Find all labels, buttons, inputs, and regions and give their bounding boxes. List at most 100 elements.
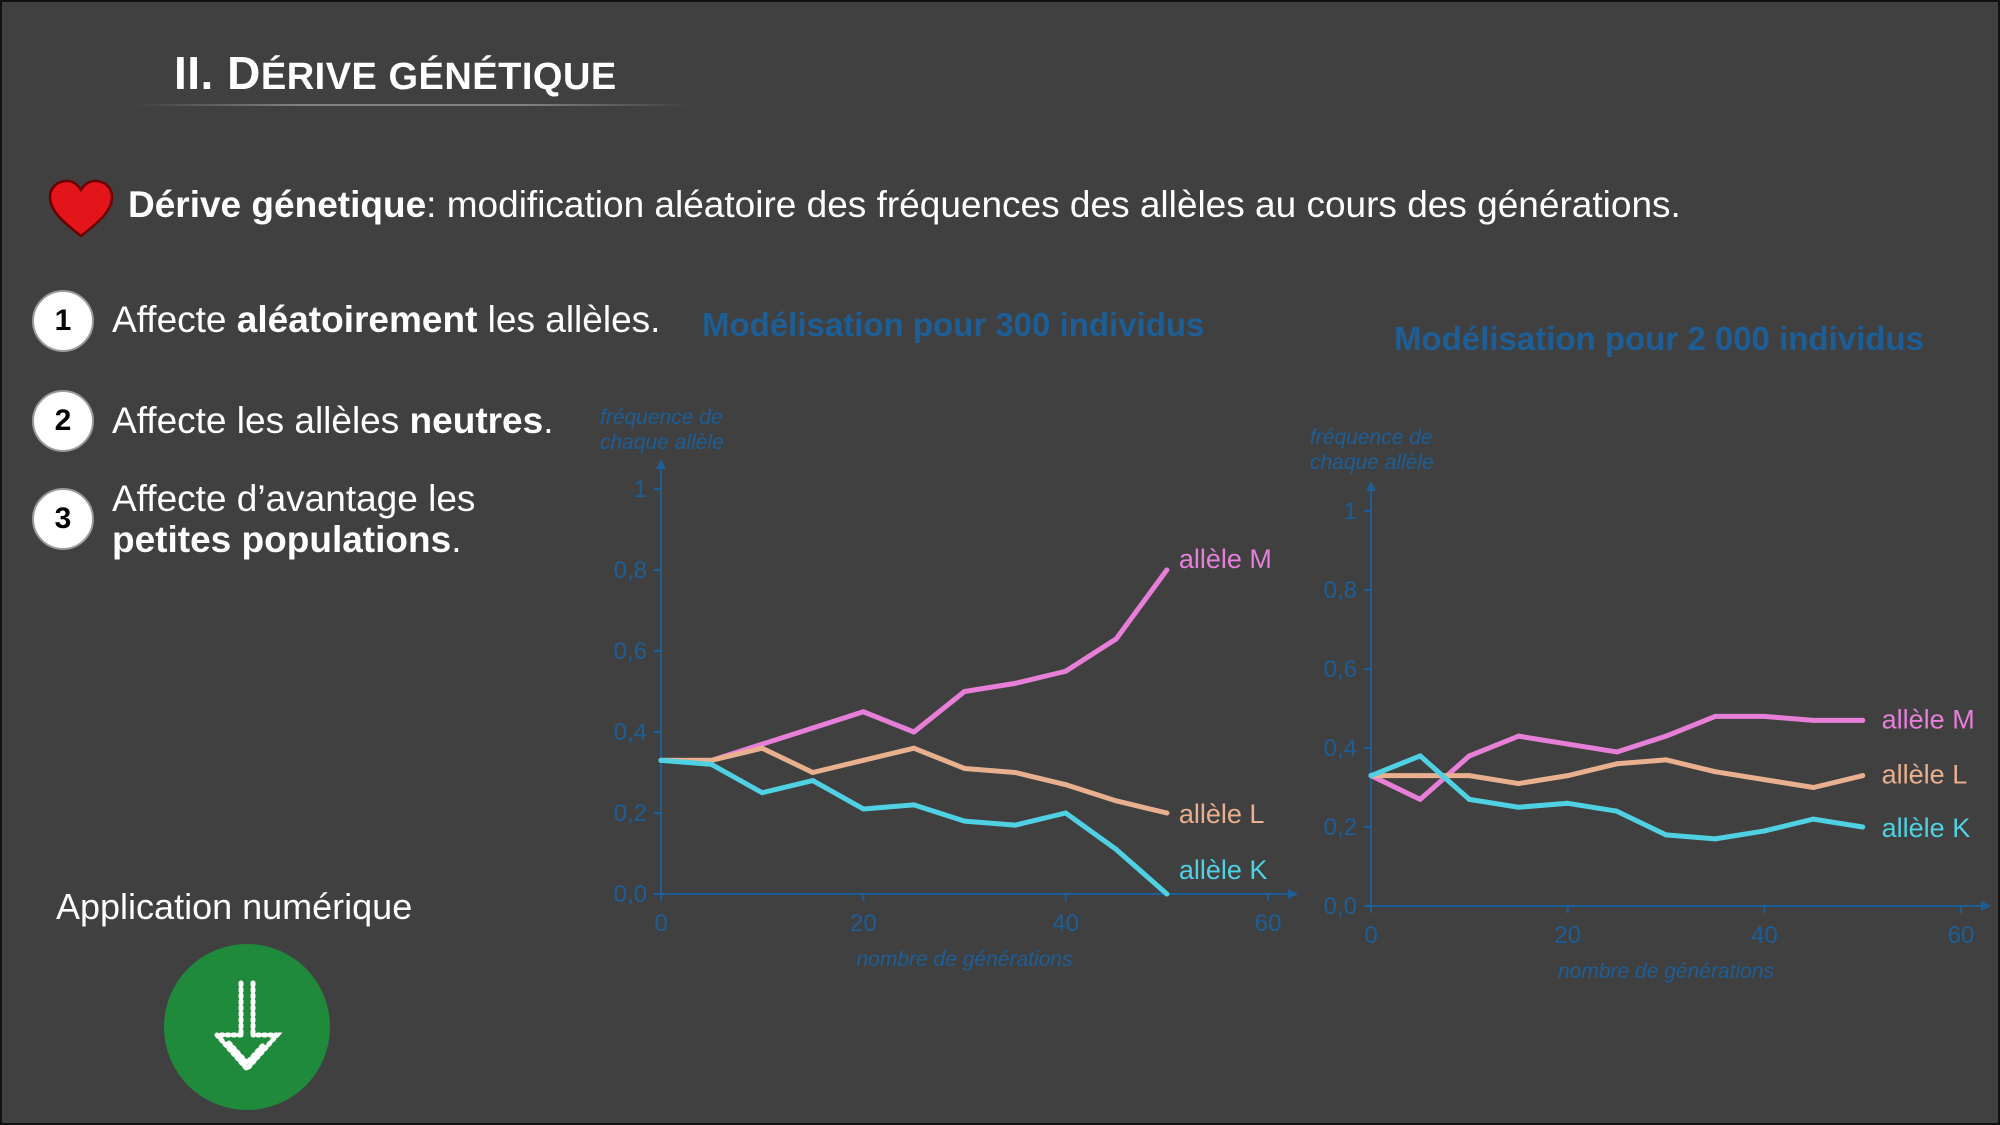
chart-2-y-tick-label: 0,6 xyxy=(1324,656,1357,683)
application-button[interactable] xyxy=(164,944,330,1110)
chart-1-y-tick-label: 0,8 xyxy=(614,557,647,584)
chart-1-data-point-L xyxy=(1164,810,1170,816)
chart-2-data-point-M xyxy=(1516,733,1521,739)
chart-1-data-point-K xyxy=(1012,822,1018,828)
chart-1-data-point-L xyxy=(1113,798,1119,804)
title-underline xyxy=(132,104,692,106)
chart-1-data-point-L xyxy=(911,745,917,751)
chart-1-series-line-K xyxy=(658,757,1170,897)
chart-1-data-point-K xyxy=(709,761,715,767)
chart-2-x-tick-label: 60 xyxy=(1948,922,1975,949)
chart-1-data-point-M xyxy=(1063,668,1069,674)
chart-1-data-point-L xyxy=(1012,770,1018,775)
point-1-bold: aléatoirement xyxy=(236,299,478,340)
chart-1-data-point-L xyxy=(1063,782,1069,788)
chart-2-data-point-M xyxy=(1761,713,1767,719)
chart-2-y-tick-label: 0,8 xyxy=(1324,577,1357,604)
chart-2-data-point-M xyxy=(1614,749,1620,755)
chart-1-xlabel: nombre de générations xyxy=(857,948,1073,971)
chart-2-series-label-K: allèle K xyxy=(1882,813,1971,843)
point-3-bold: petites populations xyxy=(112,519,452,560)
chart-1-data-point-L xyxy=(709,757,715,763)
chart-1-data-point-K xyxy=(1164,891,1170,897)
point-2-bold: neutres xyxy=(409,400,544,441)
chart-2-data-point-L xyxy=(1860,773,1866,779)
point-3-post: . xyxy=(451,519,462,560)
chart-1-title: Modélisation pour 300 individus xyxy=(702,306,1205,343)
definition-text: : modification aléatoire des fréquences … xyxy=(426,184,1681,225)
chart-2-data-point-M xyxy=(1565,741,1571,747)
chart-1-y-tick-label: 0,0 xyxy=(614,881,647,908)
app-label: Application numérique xyxy=(56,886,413,927)
point-2-text: Affecte les allèles neutres. xyxy=(112,400,553,441)
chart-1-data-point-K xyxy=(810,778,816,784)
chart-1-data-point-K xyxy=(658,757,664,763)
chart-1-data-point-M xyxy=(759,741,765,747)
chart-2-x-axis-arrow xyxy=(1981,901,1991,911)
definition-term: Dérive génetique xyxy=(128,184,427,225)
chart-1-data-point-M xyxy=(1113,636,1119,642)
chart-1-data-point-K xyxy=(1113,846,1119,852)
chart-2-data-point-K xyxy=(1466,796,1472,802)
chart-2-data-point-M xyxy=(1466,753,1472,759)
chart-1-series-label-L: allèle L xyxy=(1179,799,1265,829)
point-1-post: les allèles. xyxy=(477,299,661,340)
chart-2-y-axis-arrow xyxy=(1366,481,1376,491)
title-part-1: II. D xyxy=(174,47,261,99)
chart-2-data-point-K xyxy=(1368,773,1374,779)
chart-2-data-point-K xyxy=(1417,753,1423,759)
chart-2-data-point-L xyxy=(1712,769,1718,775)
page-title: II. DÉRIVE GÉNÉTIQUE xyxy=(174,46,617,100)
chart-2-data-point-K xyxy=(1761,828,1767,834)
definition: Dérive génetique: modification aléatoire… xyxy=(128,184,1681,226)
chart-2-data-point-M xyxy=(1663,733,1669,739)
point-1-pre: Affecte xyxy=(112,299,237,340)
chart-1-data-point-K xyxy=(911,802,917,808)
chart-2-y-tick-label: 0,0 xyxy=(1324,893,1357,920)
point-1-number: 1 xyxy=(32,290,94,352)
chart-1-data-point-K xyxy=(860,806,866,812)
chart-1-y-tick-label: 0,4 xyxy=(614,719,647,746)
chart-2-series-line-M xyxy=(1368,713,1866,802)
chart-1-data-point-L xyxy=(962,765,967,771)
chart-2-data-point-K xyxy=(1712,836,1718,842)
chart-2-data-point-L xyxy=(1417,773,1423,779)
chart-2-series-line-K xyxy=(1368,753,1866,842)
chart-2-x-tick-label: 0 xyxy=(1364,922,1377,949)
chart-2-data-point-K xyxy=(1516,804,1521,810)
chart-2-data-point-L xyxy=(1614,761,1620,767)
chart-1-ylabel-line-1: fréquence de xyxy=(600,406,723,429)
chart-2-data-point-L xyxy=(1516,781,1521,787)
chart-1-y-tick-label: 0,2 xyxy=(614,800,647,827)
chart-2-data-point-M xyxy=(1811,717,1816,723)
point-3-text: Affecte d’avantage les petites population… xyxy=(112,478,475,560)
chart-2-series-label-M: allèle M xyxy=(1882,704,1975,734)
chart-1-x-tick-label: 60 xyxy=(1255,910,1282,937)
chart-2-data-point-M xyxy=(1417,796,1423,802)
chart-1-data-point-K xyxy=(1063,810,1069,816)
chart-2-data-point-M xyxy=(1860,717,1866,723)
chart-2-series-label-L: allèle L xyxy=(1882,760,1968,790)
chart-1-x-tick-label: 0 xyxy=(654,910,667,937)
heart-icon xyxy=(48,179,114,238)
chart-2-data-point-L xyxy=(1466,773,1472,779)
chart-2-data-point-K xyxy=(1614,808,1620,814)
chart-1-x-axis-arrow xyxy=(1288,889,1298,899)
chart-1-data-point-L xyxy=(860,757,866,763)
point-2-post: . xyxy=(543,400,554,441)
title-part-2: ÉRIVE GÉNÉTIQUE xyxy=(260,56,617,98)
chart-1-data-point-K xyxy=(759,790,765,796)
chart-1-data-point-M xyxy=(860,709,866,715)
chart-2-ylabel-line-2: chaque allèle xyxy=(1310,451,1434,474)
point-2-number: 2 xyxy=(32,390,94,452)
chart-2-data-point-M xyxy=(1712,713,1718,719)
chart-2-data-point-K xyxy=(1565,800,1571,806)
chart-1-data-point-M xyxy=(962,689,967,694)
chart-1-data-point-M xyxy=(911,729,917,735)
chart-2-xlabel: nombre de générations xyxy=(1558,960,1774,983)
chart-1-data-point-M xyxy=(810,725,816,731)
point-3-pre: Affecte d’avantage les xyxy=(112,478,476,519)
